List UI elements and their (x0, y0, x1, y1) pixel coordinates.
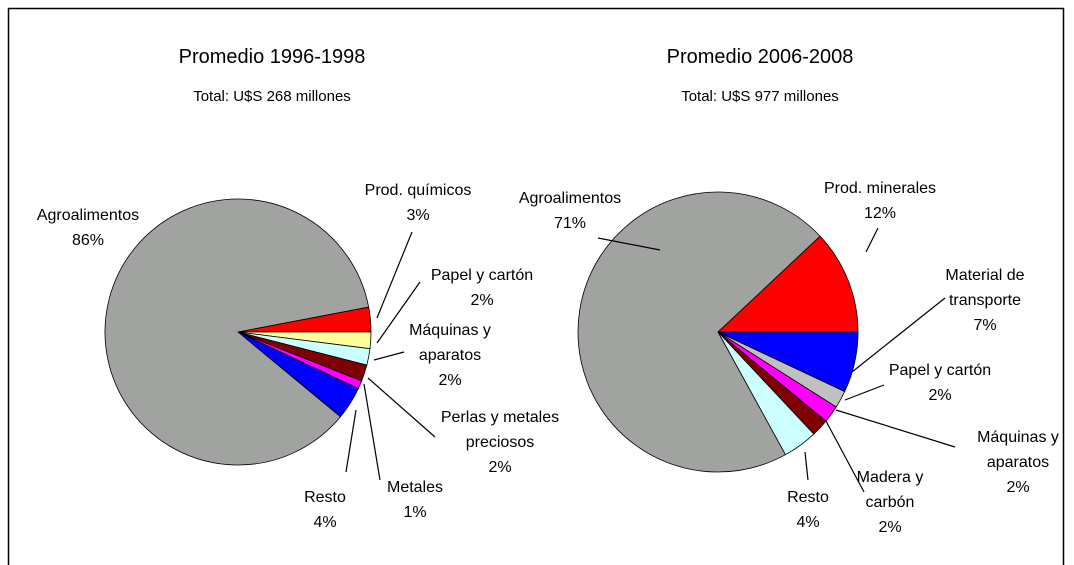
slice-label: Papel y cartón 2% (417, 263, 547, 313)
slice-percent: 2% (928, 387, 952, 404)
slice-percent: 2% (878, 519, 902, 536)
slice-name: Agroalimentos (518, 190, 622, 207)
slice-label: Metales 1% (365, 475, 465, 525)
leader-line (345, 409, 357, 473)
slice-name: Material de transporte (945, 267, 1025, 309)
slice-percent: 4% (313, 514, 337, 531)
slice-label: Prod. químicos 3% (353, 178, 483, 228)
slice-label: Madera y carbón 2% (852, 465, 928, 540)
slice-label: Agroalimentos 86% (18, 203, 158, 253)
pie-slice (716, 235, 859, 333)
slice-percent: 2% (470, 292, 494, 309)
slice-name: Madera y carbón (856, 469, 924, 511)
leader-line (376, 231, 413, 319)
slice-percent: 2% (1006, 479, 1030, 496)
slice-name: Papel y cartón (888, 362, 992, 379)
slice-name: Prod. minerales (823, 180, 937, 197)
slice-name: Máquinas y aparatos (977, 429, 1059, 471)
slice-label: Prod. minerales 12% (810, 176, 950, 226)
slice-label: Máquinas y aparatos 2% (404, 318, 496, 393)
slice-label: Máquinas y aparatos 2% (972, 425, 1064, 500)
chart-subtitle: Total: U$S 268 millones (193, 88, 351, 105)
slice-percent: 12% (863, 205, 897, 222)
leader-line (825, 420, 865, 493)
leader-line (597, 237, 661, 251)
slice-percent: 7% (973, 317, 997, 334)
slice-name: Resto (787, 489, 829, 506)
slice-name: Máquinas y aparatos (409, 322, 491, 364)
leader-line (865, 227, 879, 253)
leader-line (844, 384, 885, 401)
slice-label: Material de transporte 7% (937, 263, 1033, 338)
slice-name: Metales (386, 479, 444, 496)
chart-subtitle: Total: U$S 977 millones (681, 88, 839, 105)
slice-label: Papel y cartón 2% (875, 358, 1005, 408)
slice-name: Agroalimentos (36, 207, 140, 224)
leader-line (835, 409, 956, 448)
slice-percent: 3% (406, 207, 430, 224)
slice-name: Resto (304, 489, 346, 506)
chart-title: Promedio 2006-2008 (666, 46, 854, 68)
slice-percent: 71% (553, 215, 587, 232)
slice-percent: 2% (488, 459, 512, 476)
slice-percent: 2% (438, 372, 462, 389)
chart-title: Promedio 1996-1998 (178, 46, 366, 68)
slice-label: Resto 4% (285, 485, 365, 535)
leader-line (373, 351, 405, 361)
slice-name: Papel y cartón (430, 267, 534, 284)
slice-percent: 1% (403, 504, 427, 521)
leader-line (851, 297, 946, 373)
slice-percent: 86% (71, 232, 105, 249)
slice-label: Agroalimentos 71% (500, 186, 640, 236)
slice-name: Perlas y metales preciosos (440, 409, 560, 451)
pie-slice (104, 198, 370, 466)
frame (7, 7, 1065, 565)
slice-label: Perlas y metales preciosos 2% (433, 405, 568, 480)
leader-line (804, 451, 809, 481)
slice-label: Resto 4% (768, 485, 848, 535)
slice-percent: 4% (796, 514, 820, 531)
slice-name: Prod. químicos (364, 182, 472, 199)
leader-line (367, 377, 436, 438)
leader-line (376, 281, 421, 344)
pie-slice (577, 191, 821, 473)
leader-line (363, 383, 381, 481)
